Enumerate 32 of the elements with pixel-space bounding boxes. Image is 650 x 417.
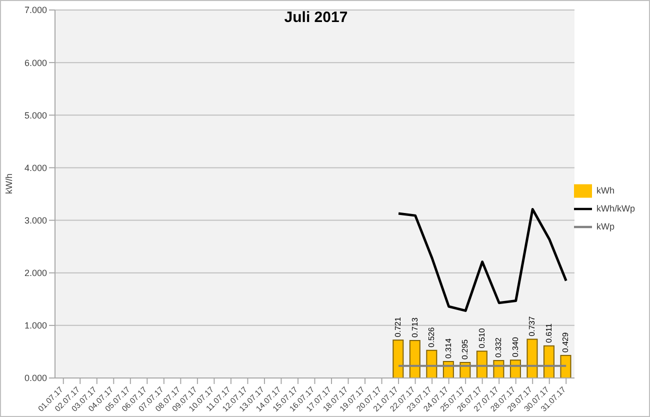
y-tick-label: 0.000 xyxy=(24,373,47,384)
legend-label: kWh/kWp xyxy=(596,202,635,213)
y-axis-title: kW/h xyxy=(4,173,14,194)
bar xyxy=(409,340,420,378)
y-tick-label: 6.000 xyxy=(24,58,47,68)
y-tick-label: 2.000 xyxy=(24,268,47,278)
data-label: 0.721 xyxy=(394,316,403,338)
bar xyxy=(392,340,404,378)
data-label: 0.713 xyxy=(410,316,420,338)
data-label: 0.737 xyxy=(528,316,537,336)
data-label: 0.526 xyxy=(427,326,436,348)
data-label: 0.332 xyxy=(494,336,504,358)
legend-label: kWp xyxy=(596,220,614,231)
data-label: 0.429 xyxy=(561,332,570,352)
bar xyxy=(560,354,572,378)
bar xyxy=(543,345,554,378)
data-label: 0.611 xyxy=(544,322,554,343)
bar xyxy=(476,350,488,378)
data-label: 0.340 xyxy=(510,336,520,358)
bar xyxy=(426,350,438,378)
data-label: 0.510 xyxy=(477,328,486,348)
data-label: 0.314 xyxy=(444,338,453,358)
legend-label: kWh xyxy=(596,184,614,195)
chart-title: Juli 2017 xyxy=(283,9,349,26)
y-tick-label: 7.000 xyxy=(24,5,47,16)
y-tick-label: 3.000 xyxy=(24,215,47,226)
y-tick-label: 1.000 xyxy=(24,320,47,331)
y-tick-label: 5.000 xyxy=(24,110,47,120)
data-label: 0.295 xyxy=(460,338,470,360)
bar xyxy=(526,338,538,378)
y-tick-label: 4.000 xyxy=(24,162,47,173)
line-series xyxy=(397,208,568,312)
